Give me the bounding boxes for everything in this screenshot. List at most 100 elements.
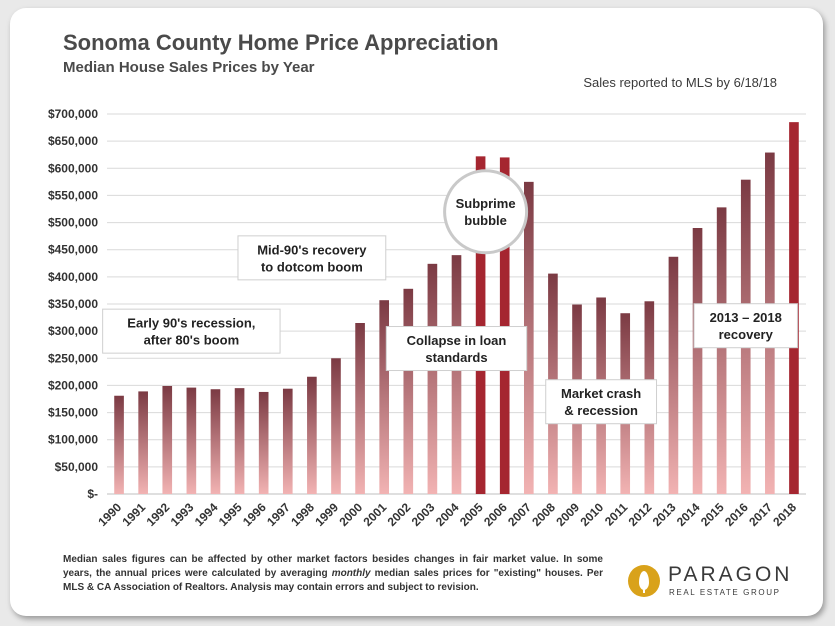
x-tick-label: 2009 (553, 500, 582, 529)
bar-2000 (355, 323, 365, 494)
annotation: Mid-90's recovery to dotcom boom (237, 235, 387, 281)
y-tick-label: $50,000 (55, 460, 99, 474)
chart-title: Sonoma County Home Price Appreciation (63, 30, 499, 55)
bar-2005 (475, 156, 486, 495)
y-tick-label: $100,000 (48, 433, 98, 447)
x-tick-label: 2003 (409, 500, 438, 529)
annotation-circle (443, 169, 529, 255)
annotation-box (385, 326, 528, 372)
x-tick-label: 2018 (770, 500, 799, 529)
x-tick-label: 1990 (95, 500, 124, 529)
annotation: Collapse in loan standards (385, 326, 528, 372)
bar-2007 (523, 181, 534, 494)
y-tick-label: $650,000 (48, 134, 98, 148)
paragon-logo: PARAGON REAL ESTATE GROUP (628, 562, 808, 602)
x-tick-label: 2011 (602, 500, 631, 529)
x-tick-label: 2015 (698, 500, 727, 529)
x-tick-label: 1991 (119, 500, 148, 529)
x-tick-label: 1993 (168, 500, 197, 529)
y-tick-label: $600,000 (48, 161, 98, 175)
annotation: 2013 – 2018 recovery (693, 303, 798, 349)
sales-note: Sales reported to MLS by 6/18/18 (583, 75, 777, 90)
x-tick-label: 2008 (529, 500, 558, 529)
y-tick-label: $200,000 (48, 378, 98, 392)
annotation-text: Early 90's recession, (127, 316, 255, 331)
bar-1991 (138, 391, 148, 494)
annotation-text: after 80's boom (144, 333, 240, 348)
y-tick-label: $150,000 (48, 406, 98, 420)
bar-2001 (379, 300, 390, 494)
bar-1998 (307, 376, 317, 494)
bar-1993 (186, 387, 197, 494)
x-tick-label: 2017 (746, 500, 775, 529)
annotation-box (237, 235, 387, 281)
x-tick-label: 1996 (240, 500, 269, 529)
acorn-icon (628, 565, 660, 597)
x-tick-label: 2001 (361, 500, 390, 529)
bar-1990 (114, 395, 124, 494)
bar-1994 (210, 389, 221, 494)
y-tick-label: $- (87, 487, 98, 501)
x-tick-label: 1992 (144, 500, 173, 529)
bar-2014 (692, 228, 703, 494)
x-tick-label: 1998 (288, 500, 317, 529)
annotation-text: 2013 – 2018 (710, 310, 782, 325)
y-tick-label: $350,000 (48, 297, 98, 311)
x-tick-label: 1994 (192, 500, 221, 529)
x-tick-label: 2002 (385, 500, 414, 529)
bar-2003 (427, 263, 438, 494)
x-tick-label: 2013 (650, 500, 679, 529)
annotation-box (102, 308, 281, 354)
bar-1999 (331, 358, 341, 494)
bar-2006 (499, 157, 510, 494)
footnote: Median sales figures can be affected by … (63, 553, 603, 595)
annotations: Early 90's recession, after 80's boom Mid-… (102, 169, 798, 425)
bar-2013 (668, 256, 679, 494)
annotation-text: recovery (719, 327, 774, 342)
x-tick-label: 1997 (264, 500, 293, 529)
y-tick-label: $500,000 (48, 216, 98, 230)
annotation: Early 90's recession, after 80's boom (102, 308, 281, 354)
x-axis-ticks: 1990199119921993199419951996199719981999… (95, 500, 799, 529)
x-tick-label: 2016 (722, 500, 751, 529)
annotation-text: bubble (464, 213, 507, 228)
y-tick-label: $400,000 (48, 270, 98, 284)
annotation: Subprime bubble (443, 169, 529, 255)
annotation-text: Collapse in loan (407, 333, 507, 348)
x-tick-label: 2014 (674, 500, 703, 529)
x-tick-label: 1999 (312, 500, 341, 529)
x-tick-label: 2007 (505, 500, 534, 529)
x-tick-label: 1995 (216, 500, 245, 529)
x-tick-label: 2004 (433, 500, 462, 529)
x-tick-label: 2006 (481, 500, 510, 529)
annotation-text: standards (425, 350, 487, 365)
footnote-emphasis: monthly (331, 568, 371, 579)
y-axis-ticks: $- $50,000 $100,000 $150,000 $200,000 $250,00… (48, 107, 98, 501)
annotation-box (693, 303, 798, 349)
annotation-text: Subprime (456, 196, 516, 211)
bar-2015 (716, 207, 727, 494)
logo-name: PARAGON (668, 563, 793, 586)
logo-tagline: REAL ESTATE GROUP (669, 588, 781, 597)
footnote-text-2: median sales prices for "existing" house… (63, 568, 603, 593)
annotation-text: Mid-90's recovery (257, 242, 367, 257)
footnote-text-1: Median sales figures can be affected by … (63, 554, 603, 579)
y-tick-label: $700,000 (48, 107, 98, 121)
bar-1995 (234, 388, 245, 494)
y-tick-label: $450,000 (48, 243, 98, 257)
annotation-text: Market crash (561, 386, 641, 401)
bar-1997 (282, 388, 293, 494)
y-tick-label: $250,000 (48, 351, 98, 365)
annotation-text: to dotcom boom (261, 259, 363, 274)
x-tick-label: 2000 (336, 500, 365, 529)
bar-1992 (162, 385, 173, 494)
x-tick-label: 2005 (457, 500, 486, 529)
y-tick-label: $300,000 (48, 324, 98, 338)
y-tick-label: $550,000 (48, 188, 98, 202)
bar-2002 (403, 288, 414, 494)
annotation-box (545, 379, 658, 425)
x-tick-label: 2012 (626, 500, 655, 529)
annotation-text: & recession (564, 403, 638, 418)
annotation: Market crash & recession (545, 379, 658, 425)
